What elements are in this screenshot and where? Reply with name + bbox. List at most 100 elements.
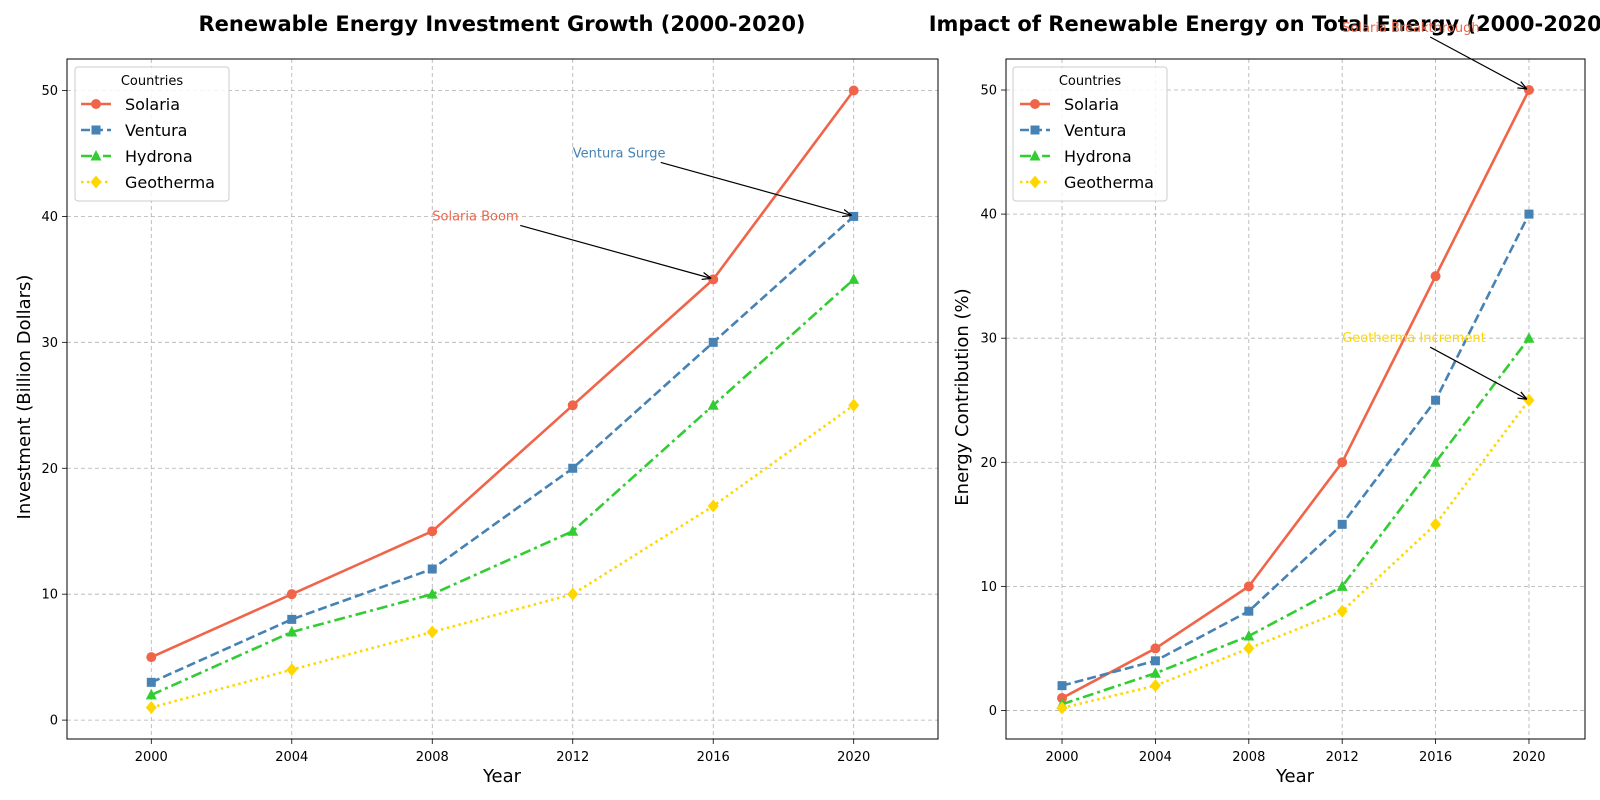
x-tick-label: 2012 (556, 750, 589, 765)
legend-swatch-marker (1030, 125, 1040, 135)
legend: Countries Solaria Ventura Hydrona Geotherma (1012, 66, 1168, 202)
data-point-ventura (287, 614, 297, 624)
series-solaria (146, 85, 859, 663)
legend-item-geotherma: Geotherma (1020, 173, 1154, 192)
y-tick-label: 0 (50, 714, 58, 729)
legend-label: Geotherma (1064, 173, 1154, 192)
legend-swatch-marker (91, 99, 101, 109)
data-point-geotherma (1523, 393, 1535, 407)
y-tick-label: 0 (989, 704, 997, 719)
legend-swatch-marker (91, 125, 101, 135)
data-point-geotherma (1243, 641, 1255, 655)
data-point-ventura (708, 337, 718, 347)
data-point-solaria (708, 274, 719, 285)
y-tick-label: 20 (41, 462, 58, 477)
series-ventura (146, 211, 859, 687)
data-point-solaria (146, 652, 157, 663)
legend-item-hydrona: Hydrona (81, 147, 193, 166)
annotation-arrow (1429, 346, 1527, 399)
legend-swatch-marker (90, 175, 102, 189)
legend-swatch-marker (1029, 175, 1041, 189)
series-hydrona (145, 273, 860, 700)
y-tick-label: 40 (980, 208, 997, 223)
plot-frame (66, 58, 939, 740)
data-point-solaria (1057, 693, 1068, 704)
data-point-geotherma (848, 398, 860, 412)
data-point-hydrona (1243, 630, 1255, 641)
annotation-arrow (660, 161, 852, 215)
data-point-solaria (1337, 457, 1348, 468)
legend-item-solaria: Solaria (81, 95, 180, 114)
data-point-hydrona (426, 588, 438, 599)
legend-label: Solaria (1064, 95, 1119, 114)
data-point-geotherma (1430, 517, 1442, 531)
x-tick-label: 2004 (1139, 750, 1172, 765)
legend-box (1012, 66, 1168, 202)
data-point-geotherma (707, 499, 719, 513)
data-point-solaria (567, 400, 578, 411)
legend-item-ventura: Ventura (1020, 121, 1126, 140)
legend-label: Hydrona (125, 147, 193, 166)
data-point-ventura (1057, 681, 1067, 691)
legend-swatch-marker (1029, 150, 1041, 161)
x-tick-label: 2008 (416, 750, 449, 765)
legend-box (74, 66, 230, 202)
data-point-solaria (848, 85, 859, 96)
y-tick-label: 50 (980, 84, 997, 99)
legend-item-geotherma: Geotherma (81, 173, 215, 192)
annotation-label: Solaria Breakthrough (1342, 21, 1479, 36)
data-point-hydrona (145, 688, 157, 700)
annotation-solaria-boom: Solaria Boom (432, 209, 711, 278)
x-tick-label: 2004 (275, 750, 308, 765)
annotation-label: Geotherma Increment (1342, 331, 1486, 346)
y-tick-label: 40 (41, 210, 58, 225)
y-tick-label: 10 (41, 588, 58, 603)
x-tick-label: 2012 (1326, 750, 1359, 765)
data-point-ventura (146, 677, 156, 687)
data-point-solaria (1150, 643, 1161, 654)
annotation-ventura-surge: Ventura Surge (573, 146, 852, 215)
data-point-hydrona (1336, 580, 1348, 591)
series-line-hydrona (150, 278, 855, 697)
series-line-solaria (1061, 89, 1531, 700)
legend-swatch-marker (90, 150, 102, 161)
legend-label: Geotherma (125, 173, 215, 192)
annotation-geotherma-increment: Geotherma Increment (1342, 331, 1527, 399)
y-axis-label: Energy Contribution (%) (952, 288, 973, 505)
series-line-ventura (1061, 213, 1531, 687)
data-point-hydrona (1430, 456, 1442, 467)
series-line-geotherma (1061, 399, 1531, 710)
data-point-hydrona (1523, 332, 1535, 343)
data-point-hydrona (707, 399, 719, 410)
series-line-solaria (150, 89, 855, 659)
data-point-geotherma (1336, 604, 1348, 618)
data-point-geotherma (145, 701, 157, 715)
data-point-ventura (1150, 656, 1160, 666)
annotation-label: Ventura Surge (573, 146, 666, 161)
data-point-solaria (1430, 271, 1441, 282)
x-tick-label: 2008 (1232, 750, 1265, 765)
data-point-hydrona (286, 625, 298, 637)
x-tick-label: 2000 (1045, 750, 1078, 765)
annotation-arrow (1429, 36, 1527, 89)
series-geotherma (145, 398, 860, 715)
data-point-geotherma (426, 625, 438, 639)
data-point-hydrona (567, 525, 579, 536)
investment-chart: Renewable Energy Investment Growth (2000… (14, 12, 939, 787)
y-tick-label: 30 (980, 332, 997, 347)
y-tick-label: 10 (980, 580, 997, 595)
data-point-ventura (427, 564, 437, 574)
legend-label: Solaria (125, 95, 180, 114)
x-tick-label: 2000 (135, 750, 168, 765)
series-line-hydrona (1061, 337, 1531, 706)
data-point-geotherma (1149, 679, 1161, 693)
y-tick-label: 20 (980, 456, 997, 471)
series-ventura (1057, 209, 1534, 691)
y-tick-label: 50 (41, 84, 58, 99)
x-tick-label: 2020 (837, 750, 870, 765)
series-geotherma (1056, 393, 1535, 715)
energy-contribution-chart: Impact of Renewable Energy on Total Ener… (929, 12, 1600, 787)
chart-title: Impact of Renewable Energy on Total Ener… (929, 12, 1600, 36)
data-point-hydrona (1149, 667, 1161, 678)
